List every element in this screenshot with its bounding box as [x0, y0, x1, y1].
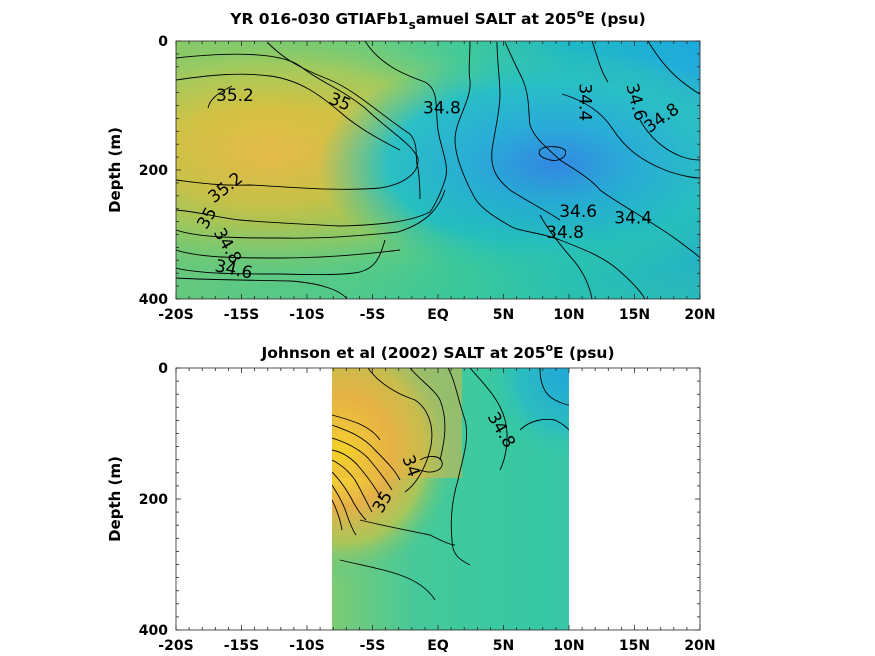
bottom-x-tick-label: 5N [493, 638, 514, 654]
top-x-tick-label: 10N [553, 307, 584, 323]
top-y-tick-label: 0 [158, 34, 168, 50]
bottom-x-tick-label: -5S [360, 638, 386, 654]
top-y-axis-label: Depth (m) [106, 127, 124, 213]
bottom-panel: Johnson et al (2002) SALT at 205oE (psu) [106, 341, 716, 654]
top-panel: YR 016-030 GTIAFb1samuel SALT at 205oE (… [106, 7, 716, 323]
top-x-tick-label: -20S [158, 307, 193, 323]
top-y-tick-label: 200 [139, 163, 168, 179]
bottom-x-tick-label: -15S [224, 638, 259, 654]
top-contour-label: 34.8 [423, 99, 461, 119]
top-x-tick-label: -10S [289, 307, 324, 323]
bottom-y-tick-label: 0 [158, 361, 168, 377]
top-y-tick-label: 400 [139, 292, 168, 308]
top-x-tick-label: -15S [224, 307, 259, 323]
top-heatmap [176, 41, 700, 299]
top-axis-ticks: -20S -15S -10S -5S EQ 5N 10N 15N 20N 0 200 400 [139, 34, 716, 323]
top-chart-title: YR 016-030 GTIAFb1samuel SALT at 205oE (… [229, 7, 646, 32]
top-x-tick-label: 15N [619, 307, 650, 323]
top-x-tick-label: 20N [684, 307, 715, 323]
top-contour-label: 34.4 [575, 83, 595, 121]
bottom-x-tick-label: -10S [289, 638, 324, 654]
bottom-x-tick-label: EQ [427, 638, 449, 654]
bottom-heatmap [332, 368, 569, 630]
bottom-x-tick-label: -20S [158, 638, 193, 654]
top-contour-label: 34.4 [614, 208, 652, 228]
bottom-y-tick-label: 200 [139, 492, 168, 508]
bottom-x-tick-label: 20N [684, 638, 715, 654]
bottom-x-tick-label: 10N [553, 638, 584, 654]
bottom-y-tick-label: 400 [139, 623, 168, 639]
top-contour-label: 35.2 [216, 86, 254, 106]
bottom-chart-title: Johnson et al (2002) SALT at 205oE (psu) [260, 341, 614, 362]
top-x-tick-label: -5S [360, 307, 386, 323]
top-x-tick-label: 5N [493, 307, 514, 323]
top-contour-label: 34.8 [546, 223, 584, 243]
top-x-tick-label: EQ [427, 307, 449, 323]
top-contour-label: 34.6 [559, 202, 597, 222]
bottom-axis-ticks: -20S -15S -10S -5S EQ 5N 10N 15N 20N 0 200 400 [139, 361, 716, 654]
top-contours [176, 41, 700, 299]
bottom-contours [332, 368, 569, 601]
bottom-y-axis-label: Depth (m) [106, 456, 124, 542]
bottom-x-tick-label: 15N [619, 638, 650, 654]
